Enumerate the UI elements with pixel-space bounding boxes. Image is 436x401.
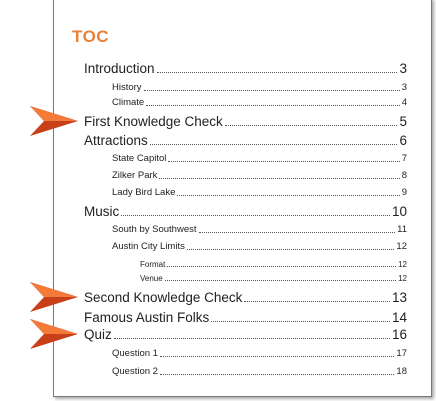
toc-entry[interactable]: Quiz 16 xyxy=(84,326,407,342)
toc-entry[interactable]: Climate 4 xyxy=(112,96,407,108)
toc-entry[interactable]: Question 2 18 xyxy=(112,365,407,377)
arrow-right-icon xyxy=(30,319,78,349)
toc-entry-page-number: 12 xyxy=(396,241,407,252)
toc-entry-page-number: 7 xyxy=(401,153,407,164)
toc-entry-label: Lady Bird Lake xyxy=(112,187,176,198)
toc-entry[interactable]: Austin City Limits 12 xyxy=(112,240,407,252)
toc-entry-page-number: 16 xyxy=(391,327,407,342)
dot-leader xyxy=(159,356,395,357)
toc-entry-page-number: 18 xyxy=(396,366,407,377)
toc-entry-page-number: 9 xyxy=(401,187,407,198)
toc-entry-label: History xyxy=(112,82,142,93)
dot-leader xyxy=(211,321,390,322)
dot-leader xyxy=(224,125,398,126)
dot-leader xyxy=(167,266,397,267)
toc-entry-page-number: 3 xyxy=(401,82,407,93)
toc-entry-label: Second Knowledge Check xyxy=(84,290,243,305)
toc-entry[interactable]: Venue 12 xyxy=(140,272,407,283)
arrow-right-icon xyxy=(30,106,78,136)
toc-entry-page-number: 6 xyxy=(399,133,407,148)
toc-entry-page-number: 4 xyxy=(401,97,407,108)
dot-leader xyxy=(159,178,400,179)
toc-entry[interactable]: Introduction 3 xyxy=(84,60,407,76)
arrow-highlight-shape xyxy=(30,282,78,297)
arrow-highlight-shape xyxy=(30,319,78,334)
toc-entry-page-number: 13 xyxy=(391,290,407,305)
toc-entry[interactable]: Format 12 xyxy=(140,258,407,269)
toc-entry[interactable]: History 3 xyxy=(112,81,407,93)
toc-entry[interactable]: Second Knowledge Check 13 xyxy=(84,289,407,305)
toc-entry-label: Question 1 xyxy=(112,348,158,359)
toc-entry[interactable]: State Capitol 7 xyxy=(112,152,407,164)
toc-entry[interactable]: Famous Austin Folks 14 xyxy=(84,309,407,325)
toc-entry-label: Zilker Park xyxy=(112,170,158,181)
dot-leader xyxy=(146,105,400,106)
toc-entry[interactable]: Question 1 17 xyxy=(112,347,407,359)
dot-leader xyxy=(149,144,398,145)
toc-entry-page-number: 17 xyxy=(396,348,407,359)
toc-entry[interactable]: Attractions 6 xyxy=(84,132,407,148)
toc-entry-label: South by Southwest xyxy=(112,224,197,235)
toc-entry-page-number: 3 xyxy=(399,61,407,76)
toc-entry[interactable]: Music 10 xyxy=(84,203,407,219)
dot-leader xyxy=(143,90,400,91)
toc-entry-page-number: 8 xyxy=(401,170,407,181)
toc-entry-page-number: 14 xyxy=(391,310,407,325)
toc-entry-label: Austin City Limits xyxy=(112,241,185,252)
toc-entry-page-number: 10 xyxy=(391,204,407,219)
toc-entry[interactable]: First Knowledge Check 5 xyxy=(84,113,407,129)
dot-leader xyxy=(159,374,395,375)
toc-entry-label: Music xyxy=(84,204,120,219)
toc-entry[interactable]: Zilker Park 8 xyxy=(112,169,407,181)
toc-entry-page-number: 5 xyxy=(399,114,407,129)
toc-entry-label: State Capitol xyxy=(112,153,167,164)
dot-leader xyxy=(164,280,397,281)
toc-entry-label: Introduction xyxy=(84,61,155,76)
dot-leader xyxy=(177,195,400,196)
toc-heading: TOC xyxy=(72,27,110,46)
toc-entry-label: Famous Austin Folks xyxy=(84,310,210,325)
toc-entry-label: Attractions xyxy=(84,133,148,148)
toc-entry-label: Quiz xyxy=(84,327,112,342)
dot-leader xyxy=(156,72,398,73)
toc-entry-page-number: 12 xyxy=(398,260,407,269)
toc-entry[interactable]: South by Southwest 11 xyxy=(112,223,407,235)
arrow-right-icon xyxy=(30,282,78,312)
document-page: TOC Introduction 3 History 3 Climate 4 First K… xyxy=(53,0,432,397)
toc-entry-label: Venue xyxy=(140,274,163,283)
dot-leader xyxy=(186,249,395,250)
toc-entry-label: First Knowledge Check xyxy=(84,114,223,129)
toc-entry-page-number: 11 xyxy=(397,224,407,235)
dot-leader xyxy=(168,161,400,162)
toc-entry-label: Climate xyxy=(112,97,145,108)
toc-entry[interactable]: Lady Bird Lake 9 xyxy=(112,186,407,198)
dot-leader xyxy=(121,215,390,216)
toc-entry-label: Question 2 xyxy=(112,366,158,377)
toc-entry-label: Format xyxy=(140,260,166,269)
toc-entry-page-number: 12 xyxy=(398,274,407,283)
dot-leader xyxy=(113,338,390,339)
dot-leader xyxy=(198,232,396,233)
arrow-highlight-shape xyxy=(30,106,78,121)
dot-leader xyxy=(244,301,390,302)
